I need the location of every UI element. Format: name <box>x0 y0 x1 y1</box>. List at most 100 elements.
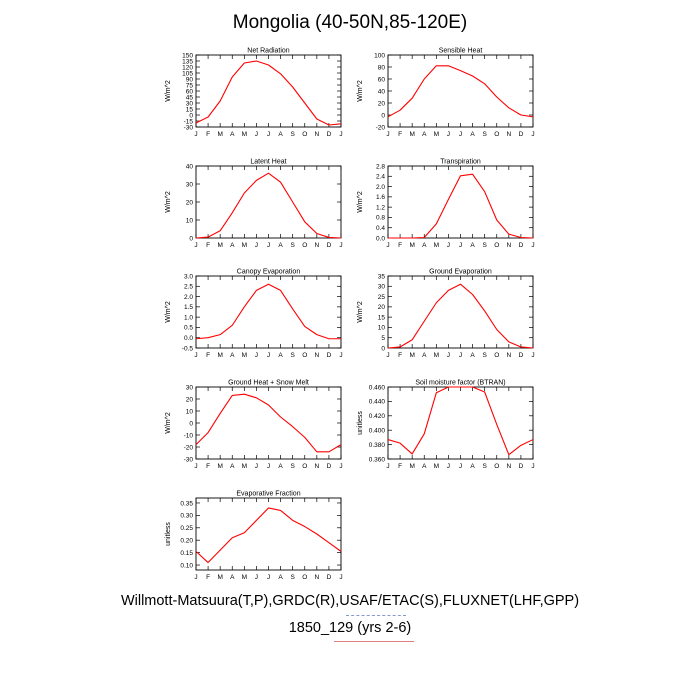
x-tick-label: M <box>242 131 247 138</box>
x-tick-label: J <box>267 352 270 359</box>
x-tick-label: J <box>339 574 342 581</box>
x-tick-label: A <box>422 242 427 249</box>
x-tick-label: N <box>506 352 511 359</box>
x-tick-label: J <box>255 463 258 470</box>
x-tick-label: O <box>302 131 307 138</box>
x-tick-label: S <box>482 131 487 138</box>
panel-title: Soil moisture factor (BTRAN) <box>415 380 505 387</box>
x-tick-label: M <box>217 574 222 581</box>
x-tick-label: O <box>494 463 499 470</box>
x-tick-label: M <box>409 352 414 359</box>
y-tick-label: 0.20 <box>180 538 193 545</box>
y-axis-label: W/m^2 <box>357 191 364 213</box>
series-line <box>195 60 342 126</box>
plot-frame <box>195 497 342 571</box>
y-axis-label: W/m^2 <box>165 191 172 213</box>
x-tick-label: F <box>398 463 402 470</box>
y-tick-label: 5 <box>381 335 385 342</box>
x-tick-label: A <box>278 131 283 138</box>
y-tick-label: 20 <box>186 396 194 403</box>
x-tick-label: J <box>459 131 462 138</box>
y-tick-label: 1.5 <box>184 304 193 311</box>
panel-title: Latent Heat <box>250 159 286 166</box>
footer-underline <box>334 641 414 642</box>
x-tick-label: J <box>531 242 534 249</box>
x-tick-label: J <box>255 352 258 359</box>
y-tick-label: 35 <box>378 273 386 280</box>
x-tick-label: D <box>327 131 332 138</box>
x-tick-label: J <box>459 352 462 359</box>
y-tick-label: 100 <box>374 52 385 59</box>
x-tick-label: M <box>217 242 222 249</box>
y-tick-label: 0 <box>381 112 385 119</box>
footer-dashes <box>346 615 406 616</box>
series-line <box>387 386 534 456</box>
y-tick-label: 135 <box>182 58 193 65</box>
x-tick-label: J <box>386 131 389 138</box>
x-tick-label: D <box>327 352 332 359</box>
plot-frame <box>195 54 342 128</box>
x-tick-label: N <box>506 242 511 249</box>
x-tick-label: S <box>290 574 295 581</box>
x-tick-label: O <box>302 242 307 249</box>
y-tick-label: 0.35 <box>180 500 193 507</box>
x-tick-label: O <box>494 242 499 249</box>
x-tick-label: J <box>339 242 342 249</box>
panel-title: Canopy Evaporation <box>237 269 301 276</box>
x-tick-label: F <box>206 574 210 581</box>
y-tick-label: 0.10 <box>180 562 193 569</box>
y-tick-label: 45 <box>186 94 194 101</box>
x-tick-label: J <box>255 131 258 138</box>
x-tick-label: M <box>217 131 222 138</box>
y-tick-label: 0.420 <box>369 413 386 420</box>
y-tick-label: 105 <box>182 70 193 77</box>
x-tick-label: F <box>398 131 402 138</box>
x-tick-label: F <box>398 352 402 359</box>
x-tick-label: O <box>494 131 499 138</box>
x-tick-label: A <box>278 463 283 470</box>
x-tick-label: O <box>302 352 307 359</box>
x-tick-label: A <box>278 242 283 249</box>
x-tick-label: A <box>230 131 235 138</box>
y-tick-label: 2.8 <box>376 163 385 170</box>
y-axis-label: W/m^2 <box>357 80 364 102</box>
y-tick-label: 30 <box>186 384 194 391</box>
footer-case-line: 1850_129 (yrs 2-6) <box>288 620 412 636</box>
x-tick-label: D <box>519 131 524 138</box>
x-tick-label: F <box>398 242 402 249</box>
x-tick-label: J <box>447 463 450 470</box>
x-tick-label: J <box>339 131 342 138</box>
panel-title: Ground Heat + Snow Melt <box>228 380 309 387</box>
y-tick-label: 30 <box>378 284 386 291</box>
series-line <box>195 172 342 239</box>
x-tick-label: M <box>409 131 414 138</box>
x-tick-label: J <box>267 242 270 249</box>
y-tick-label: 20 <box>378 304 386 311</box>
plot-frame <box>195 386 342 460</box>
x-tick-label: A <box>470 463 475 470</box>
plot-frame <box>387 386 534 460</box>
y-tick-label: 0.0 <box>184 335 193 342</box>
x-tick-label: F <box>206 242 210 249</box>
x-tick-label: J <box>194 574 197 581</box>
x-tick-label: M <box>409 463 414 470</box>
y-tick-label: 0 <box>189 235 193 242</box>
x-tick-label: F <box>206 352 210 359</box>
x-tick-label: A <box>422 463 427 470</box>
series-line <box>388 173 534 239</box>
y-tick-label: 2.4 <box>376 174 385 181</box>
y-tick-label: 0 <box>189 112 193 119</box>
y-tick-label: 60 <box>378 76 386 83</box>
x-tick-label: M <box>217 463 222 470</box>
x-tick-label: J <box>386 352 389 359</box>
x-tick-label: D <box>327 574 332 581</box>
panel-title: Sensible Heat <box>439 48 483 55</box>
x-tick-label: J <box>267 131 270 138</box>
panel-title: Net Radiation <box>247 48 290 55</box>
x-tick-label: J <box>459 242 462 249</box>
x-tick-label: J <box>386 463 389 470</box>
y-tick-label: -10 <box>184 432 194 439</box>
